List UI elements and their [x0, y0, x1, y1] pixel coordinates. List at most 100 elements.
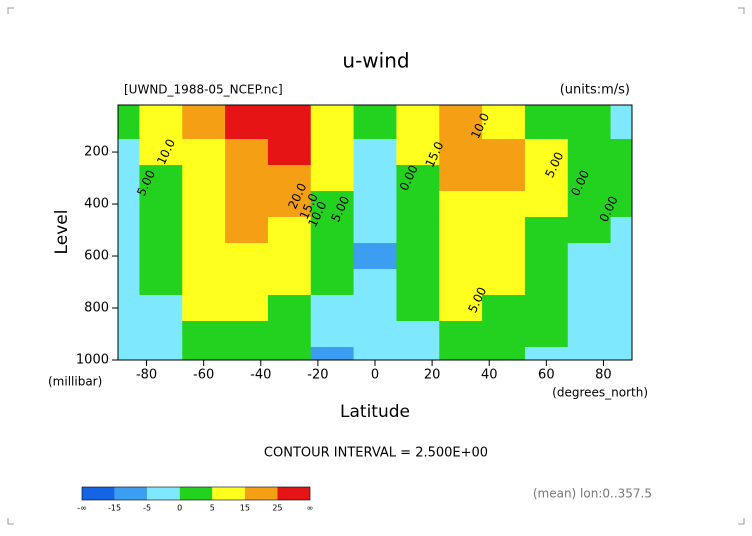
contour-cell	[439, 165, 483, 192]
y-tick-label: 400	[84, 197, 109, 212]
contour-interval: CONTOUR INTERVAL = 2.500E+00	[264, 446, 488, 461]
chart-title: u-wind	[342, 49, 409, 73]
contour-cell	[182, 269, 226, 296]
contour-cell	[139, 165, 183, 192]
x-tick-label: 40	[481, 368, 498, 383]
contour-cell	[524, 165, 569, 192]
contour-cell	[182, 321, 226, 348]
contour-cell	[267, 105, 312, 140]
colorbar-label: -15	[108, 504, 121, 513]
contour-cell	[567, 295, 612, 322]
contour-cell	[225, 269, 269, 296]
y-tick-label: 800	[84, 301, 109, 316]
dataset-label: [UWND_1988-05_NCEP.nc]	[124, 83, 283, 97]
contour-cell	[396, 139, 440, 166]
contour-cell	[524, 243, 569, 270]
footnote: (mean) lon:0..357.5	[533, 487, 652, 501]
contour-cell	[524, 321, 569, 348]
contour-cell	[182, 243, 226, 270]
contour-cell	[439, 217, 483, 244]
contour-cell	[139, 217, 183, 244]
contour-cell	[524, 295, 569, 322]
contour-cell	[353, 347, 397, 361]
colorbar-label: 5	[210, 504, 215, 513]
contour-cell	[439, 105, 483, 140]
contour-cell	[567, 217, 612, 244]
contour-cell	[267, 269, 312, 296]
colorbar-label: 15	[240, 504, 250, 513]
colorbar-swatch	[82, 487, 115, 500]
contour-cell	[439, 321, 483, 348]
x-tick-label: 0	[371, 368, 379, 383]
contour-cell	[225, 347, 269, 361]
contour-cell	[267, 295, 312, 322]
corner-mark	[7, 7, 14, 14]
contour-cell	[182, 347, 226, 361]
contour-cell	[610, 295, 633, 322]
contour-cell	[267, 347, 312, 361]
contour-cell	[225, 295, 269, 322]
contour-cell	[182, 139, 226, 166]
contour-cell	[353, 165, 397, 192]
contour-cell	[524, 347, 569, 361]
contour-cell	[439, 347, 483, 361]
colorbar-swatch	[277, 487, 310, 500]
contour-cell	[182, 295, 226, 322]
y-tick-label: 600	[84, 249, 109, 264]
contour-cell	[396, 217, 440, 244]
contour-cell	[482, 191, 526, 218]
x-tick-label: 20	[424, 368, 441, 383]
contour-cell	[610, 139, 633, 166]
contour-cell	[396, 321, 440, 348]
contour-cell	[396, 243, 440, 270]
contour-cell	[310, 295, 355, 322]
contour-cell	[482, 347, 526, 361]
contour-cell	[225, 217, 269, 244]
contour-cell	[182, 165, 226, 192]
corner-mark	[738, 7, 745, 14]
contour-cell	[353, 139, 397, 166]
contour-cell	[139, 321, 183, 348]
contour-cell	[524, 105, 569, 140]
colorbar-swatch	[114, 487, 148, 500]
contour-cell	[267, 321, 312, 348]
contour-cell	[267, 165, 312, 192]
contour-cell	[267, 191, 312, 218]
contour-cell	[225, 191, 269, 218]
contour-cell	[353, 295, 397, 322]
colorbar-label: -5	[143, 504, 151, 513]
contour-cell	[118, 243, 140, 270]
contour-cell	[182, 217, 226, 244]
contour-cell	[610, 105, 633, 140]
contour-cell	[482, 269, 526, 296]
contour-cell	[439, 191, 483, 218]
contour-cell	[353, 321, 397, 348]
x-tick-label: 80	[595, 368, 612, 383]
contour-cell	[118, 347, 140, 361]
contour-cell	[267, 243, 312, 270]
contour-cell	[225, 321, 269, 348]
contour-cell	[610, 217, 633, 244]
contour-cell	[310, 321, 355, 348]
colorbar-swatch	[212, 487, 245, 500]
contour-cell	[310, 139, 355, 166]
contour-cell	[524, 269, 569, 296]
contour-cell	[396, 269, 440, 296]
contour-cell	[310, 191, 355, 218]
corner-mark	[738, 518, 745, 525]
contour-cell	[118, 139, 140, 166]
colorbar-label: 0	[177, 504, 182, 513]
x-tick-label: -40	[250, 368, 271, 383]
contour-cell	[182, 105, 226, 140]
contour-cell	[610, 321, 633, 348]
contour-cell	[353, 105, 397, 140]
colorbar-frame	[81, 486, 311, 501]
contour-cell	[118, 165, 140, 192]
contour-cell	[610, 347, 633, 361]
colorbar-swatch	[244, 487, 278, 500]
x-tick-label: -20	[307, 368, 328, 383]
colorbar-label: 25	[272, 504, 282, 513]
contour-cell	[139, 243, 183, 270]
